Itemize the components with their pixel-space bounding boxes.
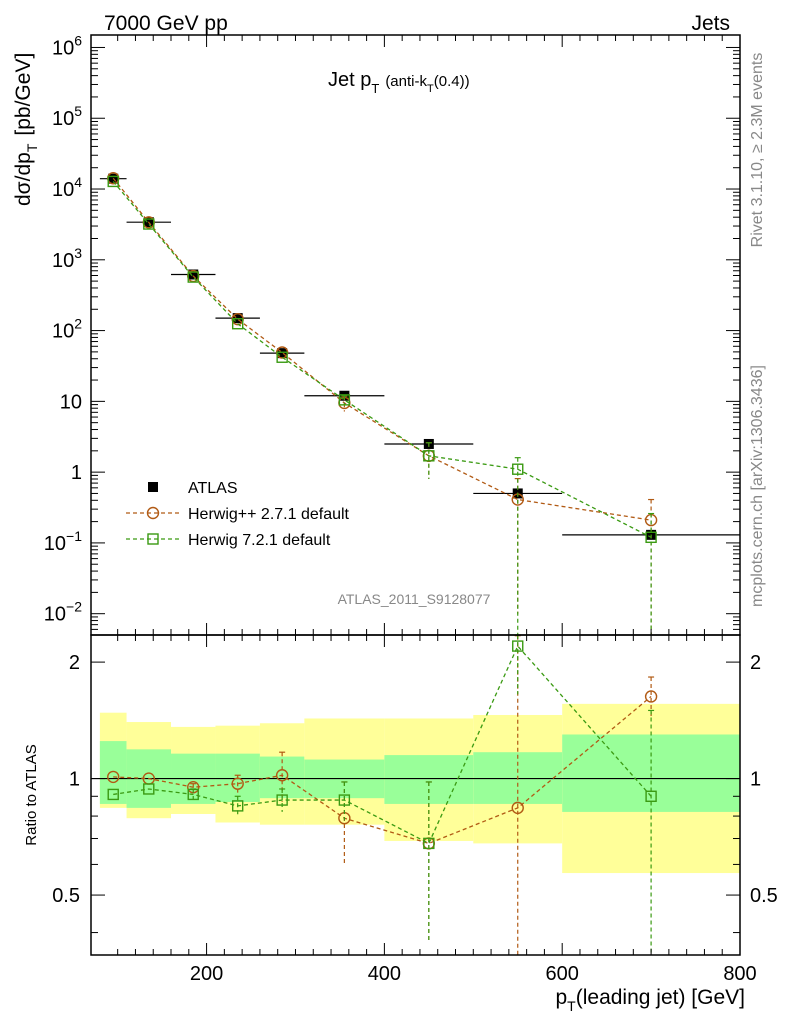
main-ytick-label-1: 10−1 xyxy=(44,528,82,555)
main-ytick-label-8: 106 xyxy=(52,32,82,59)
ratio-line-1 xyxy=(113,644,652,845)
legend-marker-0 xyxy=(148,482,158,492)
main-ytick-label-6: 104 xyxy=(52,174,82,201)
legend-label-0: ATLAS xyxy=(188,480,238,497)
ratio-frame xyxy=(90,634,741,956)
ratio-point-1-6 xyxy=(423,837,435,850)
x-tick-label-200: 200 xyxy=(190,963,223,985)
ratio-ylabel: Ratio to ATLAS xyxy=(23,744,40,845)
main-point-2-6 xyxy=(423,450,435,462)
ratio-plot xyxy=(91,634,740,955)
axes: 200 400 600 800 10−2 10−1 1 10 102 103 104 105 106 0.… xyxy=(44,32,778,985)
main-point-2-8 xyxy=(645,531,657,544)
ratio-point-1-3 xyxy=(231,800,244,812)
main-ytick-label-5: 103 xyxy=(52,245,82,272)
ratio-point-0-0 xyxy=(107,770,120,784)
legend: ATLAS Herwig++ 2.7.1 default Herwig 7.2.1 … xyxy=(126,480,350,549)
x-tick-label-400: 400 xyxy=(368,963,401,985)
ratio-ytick-label-right-1: 1 xyxy=(750,769,761,791)
main-point-0-2 xyxy=(188,269,199,280)
x-axis-label: pT(leading jet) [GeV] xyxy=(555,986,745,1014)
legend-label-2: Herwig 7.2.1 default xyxy=(188,532,331,549)
rivet-label: Rivet 3.1.10, ≥ 2.3M events xyxy=(749,53,766,248)
ratio-ytick-label-left-1: 1 xyxy=(69,769,80,791)
main-point-2-7 xyxy=(512,463,524,475)
ratio-ytick-label-right-0.5: 0.5 xyxy=(750,885,778,907)
ratio-point-1-5 xyxy=(338,794,351,806)
mcplots-label: mcplots.cern.ch [arXiv:1306.3436] xyxy=(749,365,766,607)
main-ytick-label-3: 10 xyxy=(60,391,82,413)
ratio-ytick-label-left-2: 2 xyxy=(69,652,80,674)
legend-label-1: Herwig++ 2.7.1 default xyxy=(188,506,350,523)
band-inner-0 xyxy=(99,741,127,804)
ratio-point-1-4 xyxy=(276,794,288,806)
main-line-2 xyxy=(112,181,652,538)
main-ylabel: dσ/dpT[pb/GeV] xyxy=(12,53,40,206)
ratio-ytick-label-right-2: 2 xyxy=(750,652,761,674)
main-point-2-3 xyxy=(231,318,244,330)
ratio-point-1-2 xyxy=(187,788,199,801)
main-line-1 xyxy=(112,177,652,521)
x-tick-label-600: 600 xyxy=(546,963,579,985)
main-ytick-label-7: 105 xyxy=(52,103,82,130)
ratio-point-0-4 xyxy=(275,769,289,782)
main-point-2-2 xyxy=(187,271,199,283)
main-point-2-4 xyxy=(276,351,288,363)
ratio-point-1-0 xyxy=(107,788,119,801)
main-ytick-label-4: 102 xyxy=(52,316,82,343)
ratio-point-1-1 xyxy=(143,783,155,795)
analysis-id: ATLAS_2011_S9128077 xyxy=(338,591,491,607)
band-inner-6 xyxy=(384,755,474,804)
ratio-point-0-8 xyxy=(644,690,658,703)
ratio-point-0-3 xyxy=(231,777,244,790)
main-point-0-4 xyxy=(277,348,288,359)
main-ytick-label-2: 1 xyxy=(71,462,82,484)
main-plot xyxy=(99,172,740,635)
header-left: 7000 GeV pp xyxy=(104,12,228,35)
x-tick-label-800: 800 xyxy=(723,963,756,985)
ratio-ytick-label-left-0.5: 0.5 xyxy=(52,885,80,907)
legend-marker-2 xyxy=(147,533,159,545)
legend-marker-1 xyxy=(146,506,160,520)
header-right: Jets xyxy=(691,12,730,35)
main-title: Jet pT (anti-kT(0.4)) xyxy=(328,69,470,96)
ratio-point-0-7 xyxy=(511,801,524,815)
main-point-2-1 xyxy=(143,218,155,230)
ratio-point-1-7 xyxy=(512,640,524,652)
main-ytick-label-0: 10−2 xyxy=(44,599,82,626)
ratio-point-1-8 xyxy=(645,790,657,802)
main-point-2-0 xyxy=(107,175,119,188)
main-point-2-5 xyxy=(338,394,351,406)
